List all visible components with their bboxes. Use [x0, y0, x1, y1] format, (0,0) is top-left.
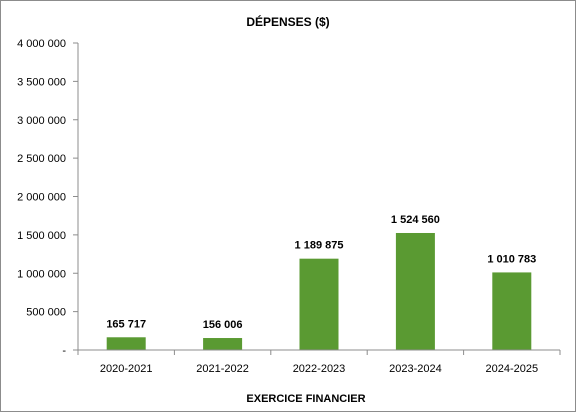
x-axis-ticks: 2020-2021 2021-2022 2022-2023 2023-2024 2024…	[77, 350, 561, 375]
y-tick-label: 3 000 000	[17, 115, 66, 127]
y-tick-label: 1 000 000	[17, 268, 66, 280]
chart-title: DÉPENSES ($)	[246, 14, 329, 29]
axes	[77, 43, 560, 351]
data-label: 1 010 783	[487, 253, 536, 265]
bar-2024-2025	[492, 272, 532, 350]
x-tick-label: 2021-2022	[196, 363, 249, 375]
bar-2021-2022	[203, 338, 243, 350]
y-tick-label: 500 000	[26, 307, 66, 319]
x-tick-label: 2023-2024	[389, 363, 442, 375]
bar-2022-2023	[299, 258, 339, 350]
y-tick-label: 2 500 000	[17, 153, 66, 165]
y-tick-label: 4 000 000	[17, 38, 66, 50]
y-tick-label: -	[62, 345, 66, 357]
y-tick-label: 3 500 000	[17, 76, 66, 88]
y-tick-label: 1 500 000	[17, 230, 66, 242]
data-label: 1 189 875	[295, 240, 344, 252]
data-labels: 165 717 156 006 1 189 875 1 524 560 1 010 78…	[106, 214, 536, 331]
x-tick-label: 2024-2025	[485, 363, 538, 375]
x-axis-title: EXERCICE FINANCIER	[246, 393, 365, 405]
x-tick-label: 2020-2021	[100, 363, 153, 375]
x-tick-label: 2022-2023	[293, 363, 346, 375]
y-tick-label: 2 000 000	[17, 192, 66, 204]
y-axis-ticks: - 500 000 1 000 000 1 500 000 2 000 000 2 500…	[17, 38, 78, 357]
data-label: 165 717	[106, 318, 146, 330]
data-label: 1 524 560	[391, 214, 440, 226]
bars	[106, 232, 532, 350]
bar-2020-2021	[106, 337, 146, 350]
bar-2023-2024	[395, 232, 435, 350]
data-label: 156 006	[203, 319, 243, 331]
